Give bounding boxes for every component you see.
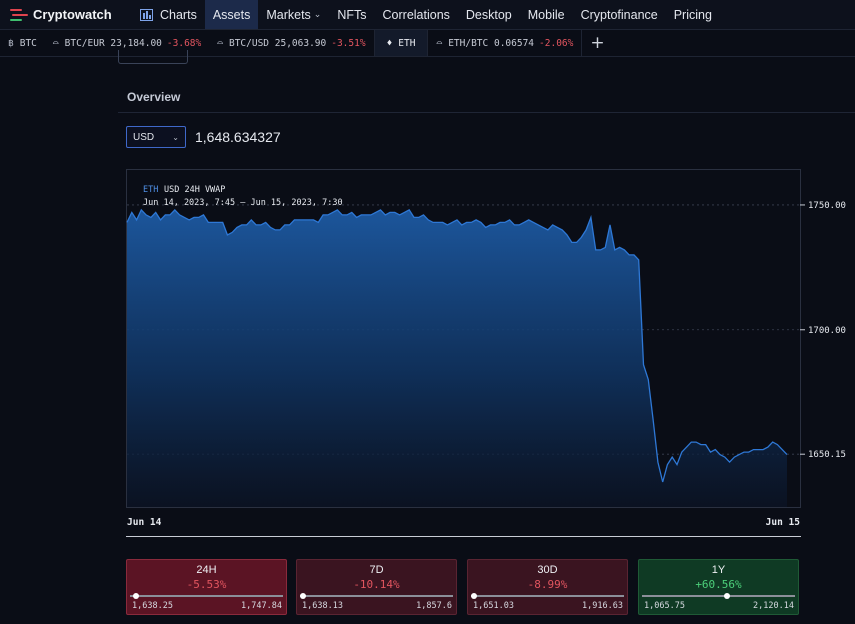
ticker-pair: ETH/BTC xyxy=(448,37,489,49)
nav-nfts-label: NFTs xyxy=(337,7,367,22)
period-label: 30D xyxy=(537,564,558,576)
ticker-price: 25,063.90 xyxy=(274,37,327,49)
range-bar xyxy=(642,595,795,597)
period-change: -8.99% xyxy=(527,578,568,591)
ticker-bar: ฿ BTC ⌓ BTC/EUR 23,184.00 -3.68% ⌓ BTC/U… xyxy=(0,30,855,57)
currency-select-value: USD xyxy=(133,131,155,143)
period-label: 1Y xyxy=(711,564,726,576)
range-bar xyxy=(300,595,453,597)
nav-assets-label: Assets xyxy=(212,7,251,22)
range-marker xyxy=(471,593,477,599)
add-ticker-button[interactable]: + xyxy=(590,33,605,53)
nav-markets-label: Markets xyxy=(266,7,311,22)
range-marker xyxy=(300,593,306,599)
ethereum-icon: ♦ xyxy=(386,37,393,49)
currency-select[interactable]: USD ⌄ xyxy=(126,126,186,148)
overview-title: Overview xyxy=(127,90,181,104)
nav-desktop[interactable]: Desktop xyxy=(458,0,520,29)
ticker-eth-btc[interactable]: ⌓ ETH/BTC 0.06574 -2.06% xyxy=(428,30,581,56)
y-tick-label: 1650.15 xyxy=(808,450,846,460)
nav-mobile[interactable]: Mobile xyxy=(520,0,573,29)
divider xyxy=(118,112,855,113)
x-tick-label-start: Jun 14 xyxy=(127,517,162,528)
y-tick-label: 1750.00 xyxy=(808,201,846,211)
current-price: 1,648.634327 xyxy=(195,129,281,145)
period-change: +60.56% xyxy=(695,578,742,591)
nav-markets[interactable]: Markets ⌄ xyxy=(258,0,329,29)
price-area xyxy=(127,209,787,507)
bar-chart-icon xyxy=(140,8,153,21)
range-high: 1,916.63 xyxy=(582,601,623,611)
x-tick-label-end: Jun 15 xyxy=(766,517,801,528)
ticker-change: -3.68% xyxy=(166,37,202,49)
ticker-pair: BTC/USD xyxy=(228,37,270,49)
nav-pricing[interactable]: Pricing xyxy=(666,0,720,29)
ticker-price: 23,184.00 xyxy=(110,37,162,49)
divider xyxy=(373,30,375,56)
range-bar xyxy=(130,595,283,597)
legend-desc: USD 24H VWAP xyxy=(164,185,225,195)
nav-mobile-label: Mobile xyxy=(527,7,565,22)
divider xyxy=(581,30,583,56)
market-dome-icon: ⌓ xyxy=(436,37,443,49)
top-navigation: Cryptowatch Charts Assets Markets ⌄ NFTs … xyxy=(0,0,855,30)
ticker-price: 0.06574 xyxy=(493,37,535,49)
legend-asset: ETH xyxy=(143,185,158,195)
read-more-button[interactable] xyxy=(118,50,188,64)
chevron-down-icon: ⌄ xyxy=(172,132,179,142)
range-low: 1,065.75 xyxy=(644,601,685,611)
range-marker xyxy=(723,593,730,599)
nav-correlations[interactable]: Correlations xyxy=(375,0,458,29)
nav-correlations-label: Correlations xyxy=(382,7,450,22)
range-low: 1,638.25 xyxy=(132,601,173,611)
period-label: 7D xyxy=(369,564,384,576)
divider xyxy=(427,30,429,56)
ticker-pair: BTC xyxy=(19,37,37,49)
range-high: 1,747.84 xyxy=(241,601,282,611)
period-stat-24h: 24H -5.53% 1,638.25 1,747.84 xyxy=(126,559,287,615)
range-low: 1,651.03 xyxy=(473,601,514,611)
range-bar xyxy=(471,595,624,597)
nav-charts-label: Charts xyxy=(160,7,197,22)
nav-cryptofinance[interactable]: Cryptofinance xyxy=(573,0,666,29)
nav-desktop-label: Desktop xyxy=(465,7,512,22)
cryptowatch-logo-icon xyxy=(10,8,28,22)
nav-nfts[interactable]: NFTs xyxy=(329,0,374,29)
brand-name: Cryptowatch xyxy=(33,7,112,22)
market-dome-icon: ⌓ xyxy=(217,37,223,49)
period-change: -5.53% xyxy=(186,578,227,591)
chevron-down-icon: ⌄ xyxy=(313,9,322,19)
ticker-eth[interactable]: ♦ ETH xyxy=(374,30,428,56)
brand-logo[interactable]: Cryptowatch xyxy=(0,7,134,22)
period-stat-7d: 7D -10.14% 1,638.13 1,857.6 xyxy=(296,559,457,615)
ticker-pair: ETH xyxy=(398,37,416,49)
period-stat-30d: 30D -8.99% 1,651.03 1,916.63 xyxy=(467,559,628,615)
ticker-pair: BTC/EUR xyxy=(64,37,105,49)
range-high: 1,857.6 xyxy=(416,601,452,611)
range-high: 2,120.14 xyxy=(753,601,794,611)
period-change: -10.14% xyxy=(353,578,400,591)
period-label: 24H xyxy=(196,564,217,576)
range-marker xyxy=(132,593,139,599)
period-stat-1y: 1Y +60.56% 1,065.75 2,120.14 xyxy=(638,559,799,615)
ticker-btc-usd[interactable]: ⌓ BTC/USD 25,063.90 -3.51% xyxy=(209,30,373,56)
price-line xyxy=(126,208,788,483)
legend-range: Jun 14, 2023, 7:45 – Jun 15, 2023, 7:30 xyxy=(143,198,343,208)
nav-pricing-label: Pricing xyxy=(673,7,712,22)
ticker-btc-eur[interactable]: ⌓ BTC/EUR 23,184.00 -3.68% xyxy=(45,30,209,56)
nav-assets[interactable]: Assets xyxy=(204,0,259,29)
ticker-change: -2.06% xyxy=(539,37,574,49)
ticker-change: -3.51% xyxy=(331,37,366,49)
ticker-btc[interactable]: ฿ BTC xyxy=(0,30,45,56)
market-dome-icon: ⌓ xyxy=(52,37,59,49)
nav-charts[interactable]: Charts xyxy=(134,0,205,29)
y-tick-label: 1700.00 xyxy=(808,326,846,336)
range-low: 1,638.13 xyxy=(302,601,343,611)
bitcoin-icon: ฿ xyxy=(8,37,14,49)
nav-cryptofinance-label: Cryptofinance xyxy=(580,7,658,22)
